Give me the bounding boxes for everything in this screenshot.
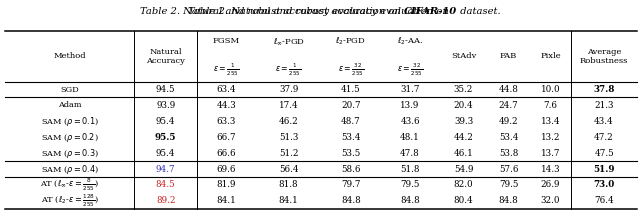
Text: SAM ($\rho=0.1$): SAM ($\rho=0.1$) (41, 115, 99, 128)
Text: 63.3: 63.3 (217, 117, 236, 126)
Text: FGSM: FGSM (212, 37, 240, 45)
Text: 57.6: 57.6 (499, 164, 518, 174)
Text: Table 2. Natural and robust accuracy evaluation on: Table 2. Natural and robust accuracy eva… (140, 7, 404, 16)
Text: 48.7: 48.7 (341, 117, 361, 126)
Text: 47.2: 47.2 (594, 133, 614, 142)
Text: 47.5: 47.5 (595, 149, 614, 158)
Text: $\ell_\infty$-PGD: $\ell_\infty$-PGD (273, 36, 305, 47)
Text: Pixle: Pixle (540, 52, 561, 60)
Text: 66.7: 66.7 (216, 133, 236, 142)
Text: 35.2: 35.2 (454, 85, 473, 94)
Text: 13.9: 13.9 (400, 101, 420, 110)
Text: Method: Method (54, 52, 86, 60)
Text: 46.2: 46.2 (279, 117, 298, 126)
Text: 51.9: 51.9 (593, 164, 615, 174)
Text: 89.2: 89.2 (156, 196, 175, 205)
Text: 7.6: 7.6 (543, 101, 557, 110)
Text: 81.9: 81.9 (216, 180, 236, 189)
Text: 95.4: 95.4 (156, 149, 175, 158)
Text: 66.6: 66.6 (216, 149, 236, 158)
Text: CIFAR-10: CIFAR-10 (404, 7, 457, 16)
Text: 56.4: 56.4 (279, 164, 298, 174)
Text: $\ell_2$-PGD: $\ell_2$-PGD (335, 36, 366, 47)
Text: Adam: Adam (58, 101, 81, 109)
Text: Natural
Accuracy: Natural Accuracy (146, 48, 185, 65)
Text: 10.0: 10.0 (541, 85, 561, 94)
Text: 26.9: 26.9 (541, 180, 560, 189)
Text: 51.8: 51.8 (400, 164, 420, 174)
Text: $\epsilon=\frac{1}{255}$: $\epsilon=\frac{1}{255}$ (275, 62, 302, 78)
Text: 44.8: 44.8 (499, 85, 518, 94)
Text: 79.7: 79.7 (341, 180, 361, 189)
Text: FAB: FAB (500, 52, 517, 60)
Text: 37.8: 37.8 (593, 85, 615, 94)
Text: 47.8: 47.8 (400, 149, 420, 158)
Text: 43.4: 43.4 (594, 117, 614, 126)
Text: 44.2: 44.2 (454, 133, 474, 142)
Text: 13.2: 13.2 (541, 133, 560, 142)
Text: 41.5: 41.5 (341, 85, 361, 94)
Text: 84.8: 84.8 (499, 196, 518, 205)
Text: 48.1: 48.1 (400, 133, 420, 142)
Text: 17.4: 17.4 (279, 101, 298, 110)
Text: SAM ($\rho=0.2$): SAM ($\rho=0.2$) (41, 131, 99, 144)
Text: AT ($\ell_2$-$\epsilon=\frac{128}{255}$): AT ($\ell_2$-$\epsilon=\frac{128}{255}$) (41, 193, 99, 209)
Text: $\epsilon=\frac{1}{255}$: $\epsilon=\frac{1}{255}$ (213, 62, 239, 78)
Text: 20.7: 20.7 (341, 101, 361, 110)
Text: 24.7: 24.7 (499, 101, 518, 110)
Text: 37.9: 37.9 (279, 85, 298, 94)
Text: Average
Robustness: Average Robustness (580, 48, 628, 65)
Text: 39.3: 39.3 (454, 117, 473, 126)
Text: 53.5: 53.5 (341, 149, 360, 158)
Text: SAM ($\rho=0.3$): SAM ($\rho=0.3$) (41, 147, 99, 160)
Text: 31.7: 31.7 (400, 85, 420, 94)
Text: 79.5: 79.5 (499, 180, 518, 189)
Text: $\epsilon=\frac{32}{255}$: $\epsilon=\frac{32}{255}$ (397, 62, 423, 78)
Text: 51.3: 51.3 (279, 133, 298, 142)
Text: 81.8: 81.8 (279, 180, 298, 189)
Text: 94.7: 94.7 (156, 164, 175, 174)
Text: 54.9: 54.9 (454, 164, 473, 174)
Text: 93.9: 93.9 (156, 101, 175, 110)
Text: 84.8: 84.8 (400, 196, 420, 205)
Text: 13.7: 13.7 (541, 149, 560, 158)
Text: 84.1: 84.1 (279, 196, 298, 205)
Text: $\ell_2$-AA.: $\ell_2$-AA. (397, 36, 423, 47)
Text: 79.5: 79.5 (400, 180, 420, 189)
Text: 94.5: 94.5 (156, 85, 175, 94)
Text: $\epsilon=\frac{32}{255}$: $\epsilon=\frac{32}{255}$ (338, 62, 364, 78)
Text: 44.3: 44.3 (216, 101, 236, 110)
Text: SGD: SGD (60, 86, 79, 94)
Text: 84.8: 84.8 (341, 196, 361, 205)
Text: dataset.: dataset. (457, 7, 500, 16)
Text: 84.5: 84.5 (156, 180, 175, 189)
Text: 32.0: 32.0 (541, 196, 560, 205)
Text: 80.4: 80.4 (454, 196, 474, 205)
Text: 73.0: 73.0 (593, 180, 614, 189)
Text: 84.1: 84.1 (216, 196, 236, 205)
Text: 69.6: 69.6 (216, 164, 236, 174)
Text: 53.4: 53.4 (499, 133, 518, 142)
Text: 82.0: 82.0 (454, 180, 474, 189)
Text: 49.2: 49.2 (499, 117, 518, 126)
Text: 13.4: 13.4 (541, 117, 561, 126)
Text: 95.5: 95.5 (155, 133, 177, 142)
Text: StAdv: StAdv (451, 52, 476, 60)
Text: SAM ($\rho=0.4$): SAM ($\rho=0.4$) (41, 163, 99, 176)
Text: 20.4: 20.4 (454, 101, 474, 110)
Text: 14.3: 14.3 (541, 164, 561, 174)
Text: 95.4: 95.4 (156, 117, 175, 126)
Text: 53.4: 53.4 (341, 133, 361, 142)
Text: 76.4: 76.4 (594, 196, 614, 205)
Text: 21.3: 21.3 (595, 101, 614, 110)
Text: Table 2. Natural and robust accuracy evaluation on: Table 2. Natural and robust accuracy eva… (188, 7, 452, 16)
Text: 43.6: 43.6 (400, 117, 420, 126)
Text: AT ($\ell_\infty$-$\epsilon=\frac{8}{255}$): AT ($\ell_\infty$-$\epsilon=\frac{8}{255… (40, 177, 99, 193)
Text: 53.8: 53.8 (499, 149, 518, 158)
Text: 51.2: 51.2 (279, 149, 298, 158)
Text: 58.6: 58.6 (341, 164, 361, 174)
Text: 46.1: 46.1 (454, 149, 474, 158)
Text: 63.4: 63.4 (216, 85, 236, 94)
